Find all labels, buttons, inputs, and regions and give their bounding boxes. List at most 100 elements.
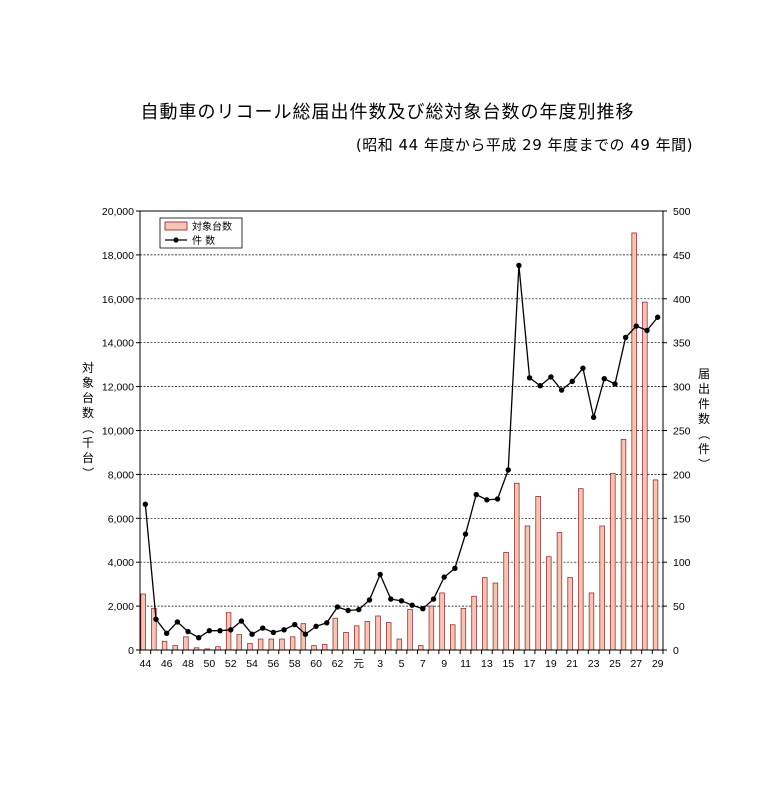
bar <box>642 301 648 651</box>
chart-title: 自動車のリコール総届出件数及び総対象台数の年度別推移 <box>140 102 635 123</box>
axis-title-char: 象 <box>82 376 94 390</box>
y-tick-label: 18,000 <box>102 250 134 262</box>
count-point <box>462 531 469 537</box>
y2-axis-title: 届出件数（件） <box>697 367 711 470</box>
bar <box>353 625 360 651</box>
y2-tick-label: 0 <box>673 645 679 657</box>
x-tick-label: 23 <box>588 658 600 670</box>
count-point <box>644 327 650 334</box>
count-point <box>356 606 362 613</box>
count-point <box>238 618 245 624</box>
bar <box>482 577 488 651</box>
legend-line-label: 件 数 <box>192 234 215 247</box>
count-point <box>281 627 287 633</box>
count-point <box>206 627 213 634</box>
bar <box>599 525 605 651</box>
axis-title-char: ） <box>81 467 95 479</box>
bar <box>364 621 371 651</box>
count-point <box>377 571 383 578</box>
count-point <box>494 496 501 502</box>
count-point <box>174 619 181 625</box>
bar <box>279 638 285 651</box>
bar <box>407 609 413 651</box>
count-point <box>590 414 597 421</box>
bar <box>268 638 274 651</box>
bar <box>588 592 595 651</box>
legend: 対象台数 件 数 <box>159 217 243 249</box>
y-tick-label: 16,000 <box>102 294 134 306</box>
bar <box>161 640 168 651</box>
count-point <box>313 623 319 629</box>
y2-tick-label: 300 <box>673 382 691 394</box>
count-point <box>302 631 309 637</box>
count-point <box>622 334 629 341</box>
bar <box>578 488 584 651</box>
x-tick-label: 62 <box>332 658 344 670</box>
bar <box>450 624 456 651</box>
axis-title-char: 届 <box>698 367 710 381</box>
count-point <box>654 314 661 320</box>
y2-tick-label: 450 <box>673 250 691 262</box>
x-tick-label: 3 <box>377 658 383 670</box>
x-tick-label: 17 <box>524 658 536 670</box>
count-point <box>516 262 522 269</box>
count-point <box>142 501 149 507</box>
bar <box>311 645 317 651</box>
x-tick-label: 21 <box>566 658 578 670</box>
count-point <box>163 630 170 637</box>
bar <box>535 496 541 651</box>
x-tick-label: 11 <box>460 658 471 670</box>
x-tick-label: 58 <box>289 658 301 670</box>
count-point <box>366 597 373 603</box>
y-tick-label: 20,000 <box>102 206 134 218</box>
bar <box>172 645 178 651</box>
bar <box>503 551 509 651</box>
bar <box>396 638 403 651</box>
count-point <box>153 616 159 622</box>
count-point <box>334 604 341 610</box>
axis-title-char: 件 <box>698 397 710 411</box>
y-tick-label: 6,000 <box>108 513 134 525</box>
y-tick-label: 12,000 <box>102 382 134 394</box>
y2-tick-label: 150 <box>673 513 691 525</box>
x-tick-label: 52 <box>225 658 237 670</box>
x-tick-label: 48 <box>182 658 194 670</box>
bar <box>514 482 520 651</box>
count-point <box>558 387 565 393</box>
axis-title-char: 台 <box>82 450 94 465</box>
count-point <box>441 574 447 580</box>
bar <box>546 556 552 651</box>
bar <box>375 615 381 651</box>
count-point <box>388 596 394 602</box>
count-point <box>548 374 554 380</box>
x-tick-label: 44 <box>139 658 151 670</box>
legend-line-marker <box>173 237 179 243</box>
axis-title-char: 対 <box>82 361 94 375</box>
x-tick-label: 25 <box>609 658 621 670</box>
bar <box>418 645 424 651</box>
x-tick-label: 5 <box>399 658 405 670</box>
count-point <box>430 596 437 602</box>
chart-subtitle: (昭和 44 年度から平成 29 年度までの 49 年間) <box>355 136 693 154</box>
bar <box>321 644 328 651</box>
y2-tick-label: 350 <box>673 338 691 350</box>
y2-tick-label: 250 <box>673 426 691 438</box>
axes: 0 2,000 4,000 6,000 8,000 10,000 12,000 14,000 1… <box>81 206 711 670</box>
bar <box>567 577 573 651</box>
y2-tick-label: 500 <box>673 206 691 218</box>
bar <box>428 605 435 651</box>
bar <box>439 592 445 651</box>
bar <box>236 634 242 651</box>
axis-title-char: 件 <box>698 442 710 456</box>
count-point <box>633 323 640 329</box>
x-tick-label: 60 <box>310 658 322 670</box>
x-tick-label: 29 <box>652 658 664 670</box>
count-point <box>537 383 543 389</box>
y2-tick-label: 400 <box>673 294 691 306</box>
count-point <box>270 629 277 636</box>
y-tick-label: 10,000 <box>102 426 134 438</box>
count-point <box>185 628 191 635</box>
axis-title-char: ） <box>697 458 711 470</box>
axis-title-char: （ <box>697 428 711 440</box>
